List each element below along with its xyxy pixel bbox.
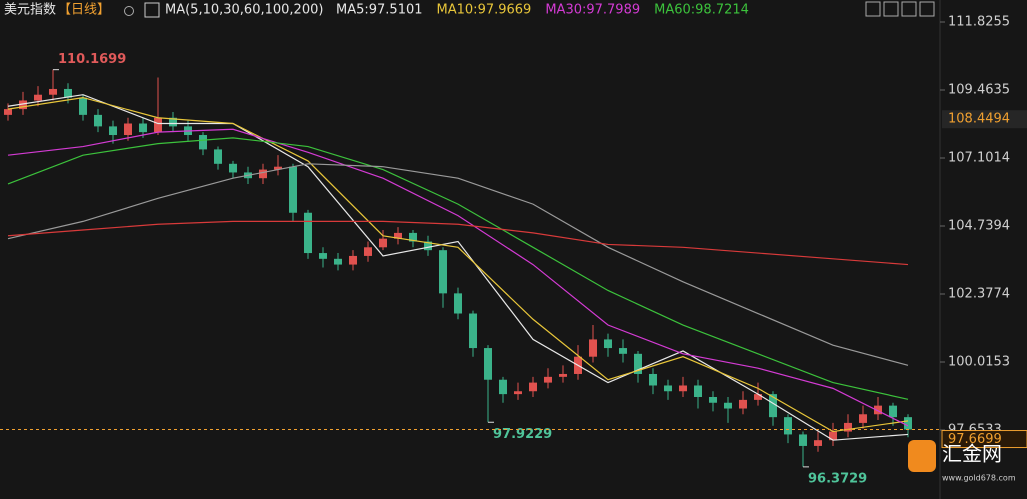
ma-line xyxy=(7,94,909,441)
tool-button[interactable] xyxy=(901,1,917,17)
y-tick-label: 109.4635 xyxy=(948,83,1010,98)
candle-body xyxy=(544,376,552,383)
candle-body xyxy=(529,382,537,392)
candle-body xyxy=(709,397,717,403)
legend-entry: MA30:97.7989 xyxy=(545,3,640,18)
candle-body xyxy=(769,394,777,418)
candle-body xyxy=(469,313,477,349)
logo-name: 汇金网 xyxy=(942,442,1002,466)
candle-body xyxy=(289,166,297,213)
candle-body xyxy=(79,97,87,115)
candle-body xyxy=(499,379,507,395)
ma-line xyxy=(7,96,909,433)
candle-body xyxy=(319,253,327,259)
candle-body xyxy=(124,123,132,136)
candle-body xyxy=(94,114,102,127)
candle-body xyxy=(64,88,72,98)
candle-body xyxy=(649,373,657,386)
candle-body xyxy=(379,238,387,248)
candle-body xyxy=(724,402,732,409)
marker-price-label: 108.4494 xyxy=(948,112,1010,127)
toolbar xyxy=(865,1,935,17)
ma-params: MA(5,10,30,60,100,200) xyxy=(165,3,323,18)
candle-body xyxy=(664,385,672,392)
candle-body xyxy=(154,117,162,133)
ma-line xyxy=(7,128,909,427)
candle-body xyxy=(424,241,432,251)
last-price-label: 97.6699 xyxy=(948,432,1002,447)
y-tick-label: 104.7394 xyxy=(948,219,1010,234)
tool-button[interactable] xyxy=(883,1,899,17)
logo-url: www.gold678.com xyxy=(942,474,1016,483)
candle-body xyxy=(604,339,612,349)
candle-body xyxy=(679,385,687,392)
legend: MA5:97.5101 MA10:97.9669 MA30:97.7989 MA60:… xyxy=(336,3,749,18)
candle-body xyxy=(589,339,597,357)
y-tick-label: 107.1014 xyxy=(948,151,1010,166)
candle-body xyxy=(634,353,642,374)
ma-line xyxy=(7,137,909,400)
candle-body xyxy=(484,348,492,380)
candle-body xyxy=(799,434,807,446)
annotation: 96.3729 xyxy=(808,471,867,486)
candle-body xyxy=(199,135,207,150)
candle-body xyxy=(4,109,12,115)
candle-body xyxy=(394,232,402,239)
candle-body xyxy=(874,405,882,415)
candle-body xyxy=(49,88,57,95)
candle-body xyxy=(514,391,522,395)
candle-body xyxy=(349,255,357,265)
candle-body xyxy=(859,414,867,423)
logo-icon xyxy=(908,440,936,472)
candle-body xyxy=(829,431,837,441)
annotation: 97.9229 xyxy=(493,427,552,442)
candle-body xyxy=(889,405,897,418)
y-tick-label: 102.3774 xyxy=(948,287,1010,302)
last-price-tag xyxy=(941,430,1027,449)
candle-body xyxy=(334,258,342,265)
tool-button[interactable] xyxy=(919,1,935,17)
title: 美元指数 xyxy=(4,3,56,18)
candle-body xyxy=(904,417,912,430)
ma-line xyxy=(7,220,909,266)
candle-body xyxy=(139,123,147,133)
candle-body xyxy=(739,399,747,409)
tool-button[interactable] xyxy=(865,1,881,17)
candle-body xyxy=(259,169,267,179)
candle-body xyxy=(619,348,627,354)
candle-body xyxy=(454,293,462,314)
candle-body xyxy=(19,100,27,110)
candle-body xyxy=(694,385,702,398)
legend-entry: MA5:97.5101 xyxy=(336,3,423,18)
candle-body xyxy=(409,232,417,242)
candle-body xyxy=(814,440,822,446)
legend-entry: MA60:98.7214 xyxy=(654,3,749,18)
candle-body xyxy=(559,373,567,377)
settings-icon[interactable] xyxy=(124,6,134,16)
candle-body xyxy=(364,247,372,256)
candle-body xyxy=(844,422,852,432)
logo: 汇金网 www.gold678.com xyxy=(908,440,1016,483)
candle-body xyxy=(784,417,792,435)
y-tick-label: 111.8255 xyxy=(948,15,1010,30)
indicator-icon[interactable] xyxy=(144,2,160,18)
candle-body xyxy=(214,149,222,164)
candle-body xyxy=(304,212,312,254)
candle-body xyxy=(754,394,762,400)
marker-price-tag xyxy=(942,110,1027,129)
annotation: 110.1699 xyxy=(58,52,126,67)
ma-line xyxy=(7,163,909,366)
candle-body xyxy=(229,163,237,173)
candle-body xyxy=(439,250,447,294)
candle-body xyxy=(274,166,282,170)
candle-body xyxy=(169,117,177,127)
candle-body xyxy=(109,126,117,136)
period[interactable]: 【日线】 xyxy=(58,3,110,18)
y-tick-label: 100.0153 xyxy=(948,355,1010,370)
legend-entry: MA10:97.9669 xyxy=(437,3,532,18)
candle-body xyxy=(34,94,42,101)
